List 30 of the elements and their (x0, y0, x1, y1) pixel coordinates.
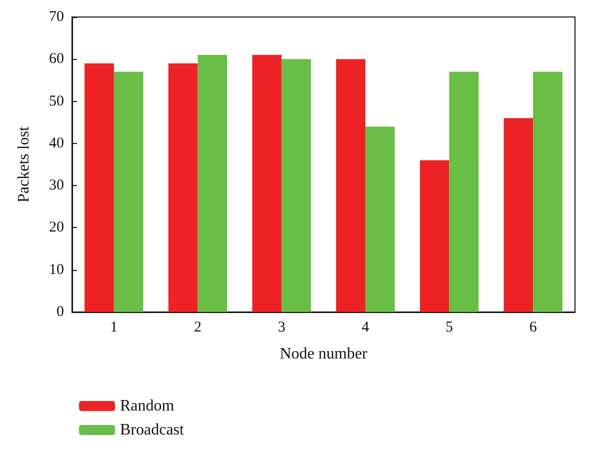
bar (533, 72, 562, 312)
legend-label: Broadcast (120, 422, 185, 438)
y-tick-label: 20 (49, 220, 64, 236)
x-tick-label: 2 (194, 320, 202, 336)
bar (504, 118, 534, 312)
bar (84, 63, 114, 312)
x-tick-label: 1 (110, 320, 118, 336)
bar (336, 59, 366, 312)
y-tick-label: 40 (49, 135, 64, 152)
y-tick-label: 60 (49, 51, 64, 68)
y-tick-label: 70 (49, 9, 64, 25)
y-tick-label: 10 (49, 262, 64, 278)
x-tick-label: 5 (446, 320, 453, 336)
bar (365, 126, 395, 312)
bar (420, 160, 450, 312)
y-tick-label: 50 (49, 93, 64, 110)
y-tick-label: 0 (56, 304, 64, 320)
y-axis-title: Packets lost (16, 126, 32, 202)
bar (168, 63, 198, 312)
bar (282, 59, 311, 312)
bar (198, 54, 228, 312)
bar (449, 72, 479, 312)
x-axis-title: Node number (280, 346, 368, 362)
x-tick-label: 4 (362, 320, 370, 336)
bar (114, 72, 144, 312)
x-tick-label: 6 (529, 320, 538, 336)
legend-label: Random (120, 398, 175, 414)
x-tick-label: 3 (278, 320, 286, 336)
y-tick-label: 30 (49, 178, 64, 194)
bar (252, 54, 282, 312)
